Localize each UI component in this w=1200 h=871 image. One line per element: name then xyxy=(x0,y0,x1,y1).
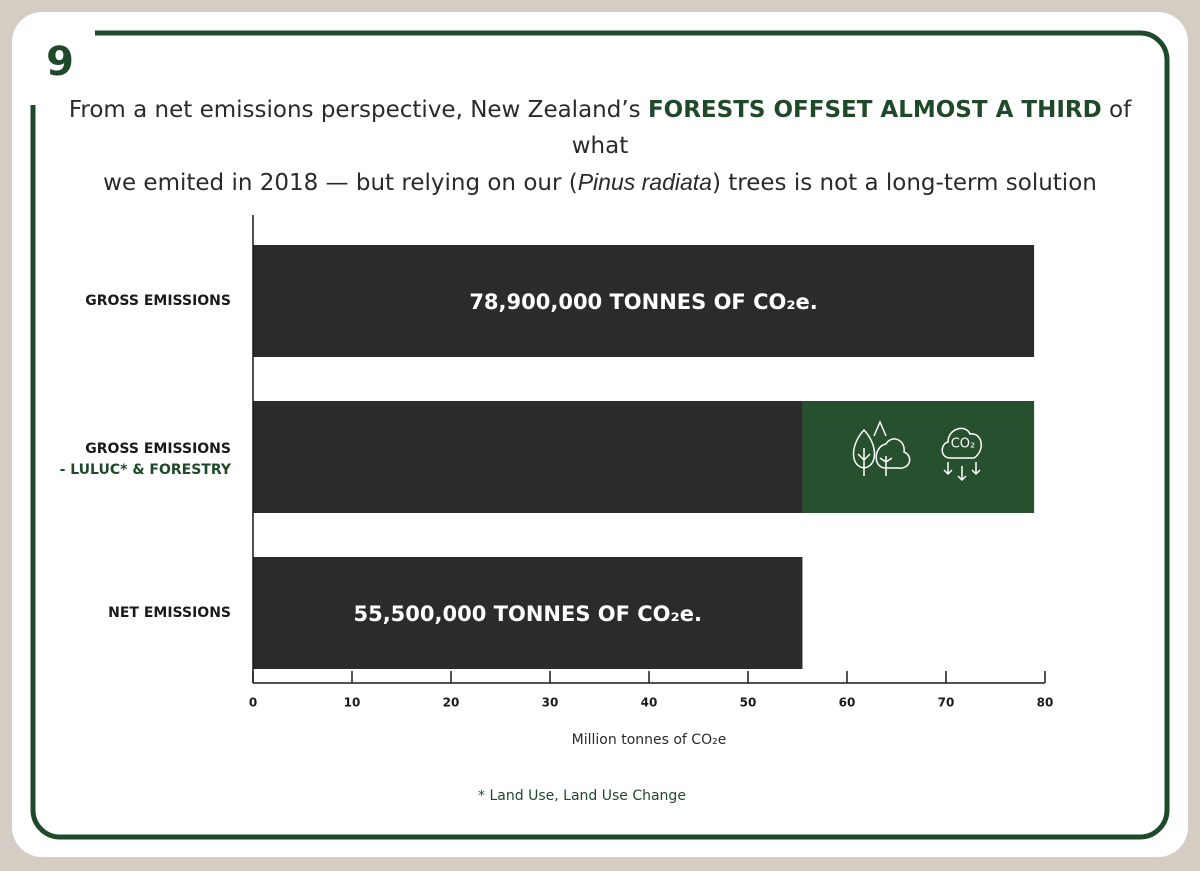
category-label: NET EMISSIONS xyxy=(108,605,231,621)
x-tick-label: 50 xyxy=(740,696,757,710)
x-tick-label: 20 xyxy=(443,696,460,710)
title-text: of what xyxy=(571,97,1132,159)
x-tick-label: 60 xyxy=(839,696,856,710)
bar xyxy=(802,401,1035,513)
bar xyxy=(253,245,1035,357)
x-tick-label: 40 xyxy=(641,696,658,710)
x-tick-label: 70 xyxy=(938,696,955,710)
forest-icons xyxy=(852,420,982,482)
icon-label: CO₂ xyxy=(951,437,976,452)
title-text: From a net emissions perspective, New Ze… xyxy=(68,97,648,123)
x-tick-label: 30 xyxy=(542,696,559,710)
value-label: 78,900,000 TONNES OF CO₂e. xyxy=(469,290,817,314)
title-text: ) trees is not a long-term solution xyxy=(711,170,1097,196)
footnote: * Land Use, Land Use Change xyxy=(478,788,686,804)
category-label: GROSS EMISSIONS xyxy=(85,293,231,309)
title: From a net emissions perspective, New Ze… xyxy=(40,92,1160,201)
title-highlight: FORESTS OFFSET ALMOST A THIRD xyxy=(647,97,1102,123)
bar xyxy=(253,557,803,669)
frame xyxy=(30,30,1170,840)
title-italic: Pinus radiata xyxy=(577,169,712,195)
title-text: we emited in 2018 — but relying on our ( xyxy=(103,170,578,196)
page-number: 9 xyxy=(46,39,74,85)
x-tick-label: 0 xyxy=(249,696,257,710)
category-label: GROSS EMISSIONS xyxy=(85,441,231,457)
x-axis-label: Million tonnes of CO₂e xyxy=(572,732,727,748)
category-sublabel: - LULUC* & FORESTRY xyxy=(60,462,232,478)
x-tick-label: 80 xyxy=(1037,696,1054,710)
value-label: 55,500,000 TONNES OF CO₂e. xyxy=(353,602,701,626)
bar xyxy=(253,401,803,513)
x-tick-label: 10 xyxy=(344,696,361,710)
